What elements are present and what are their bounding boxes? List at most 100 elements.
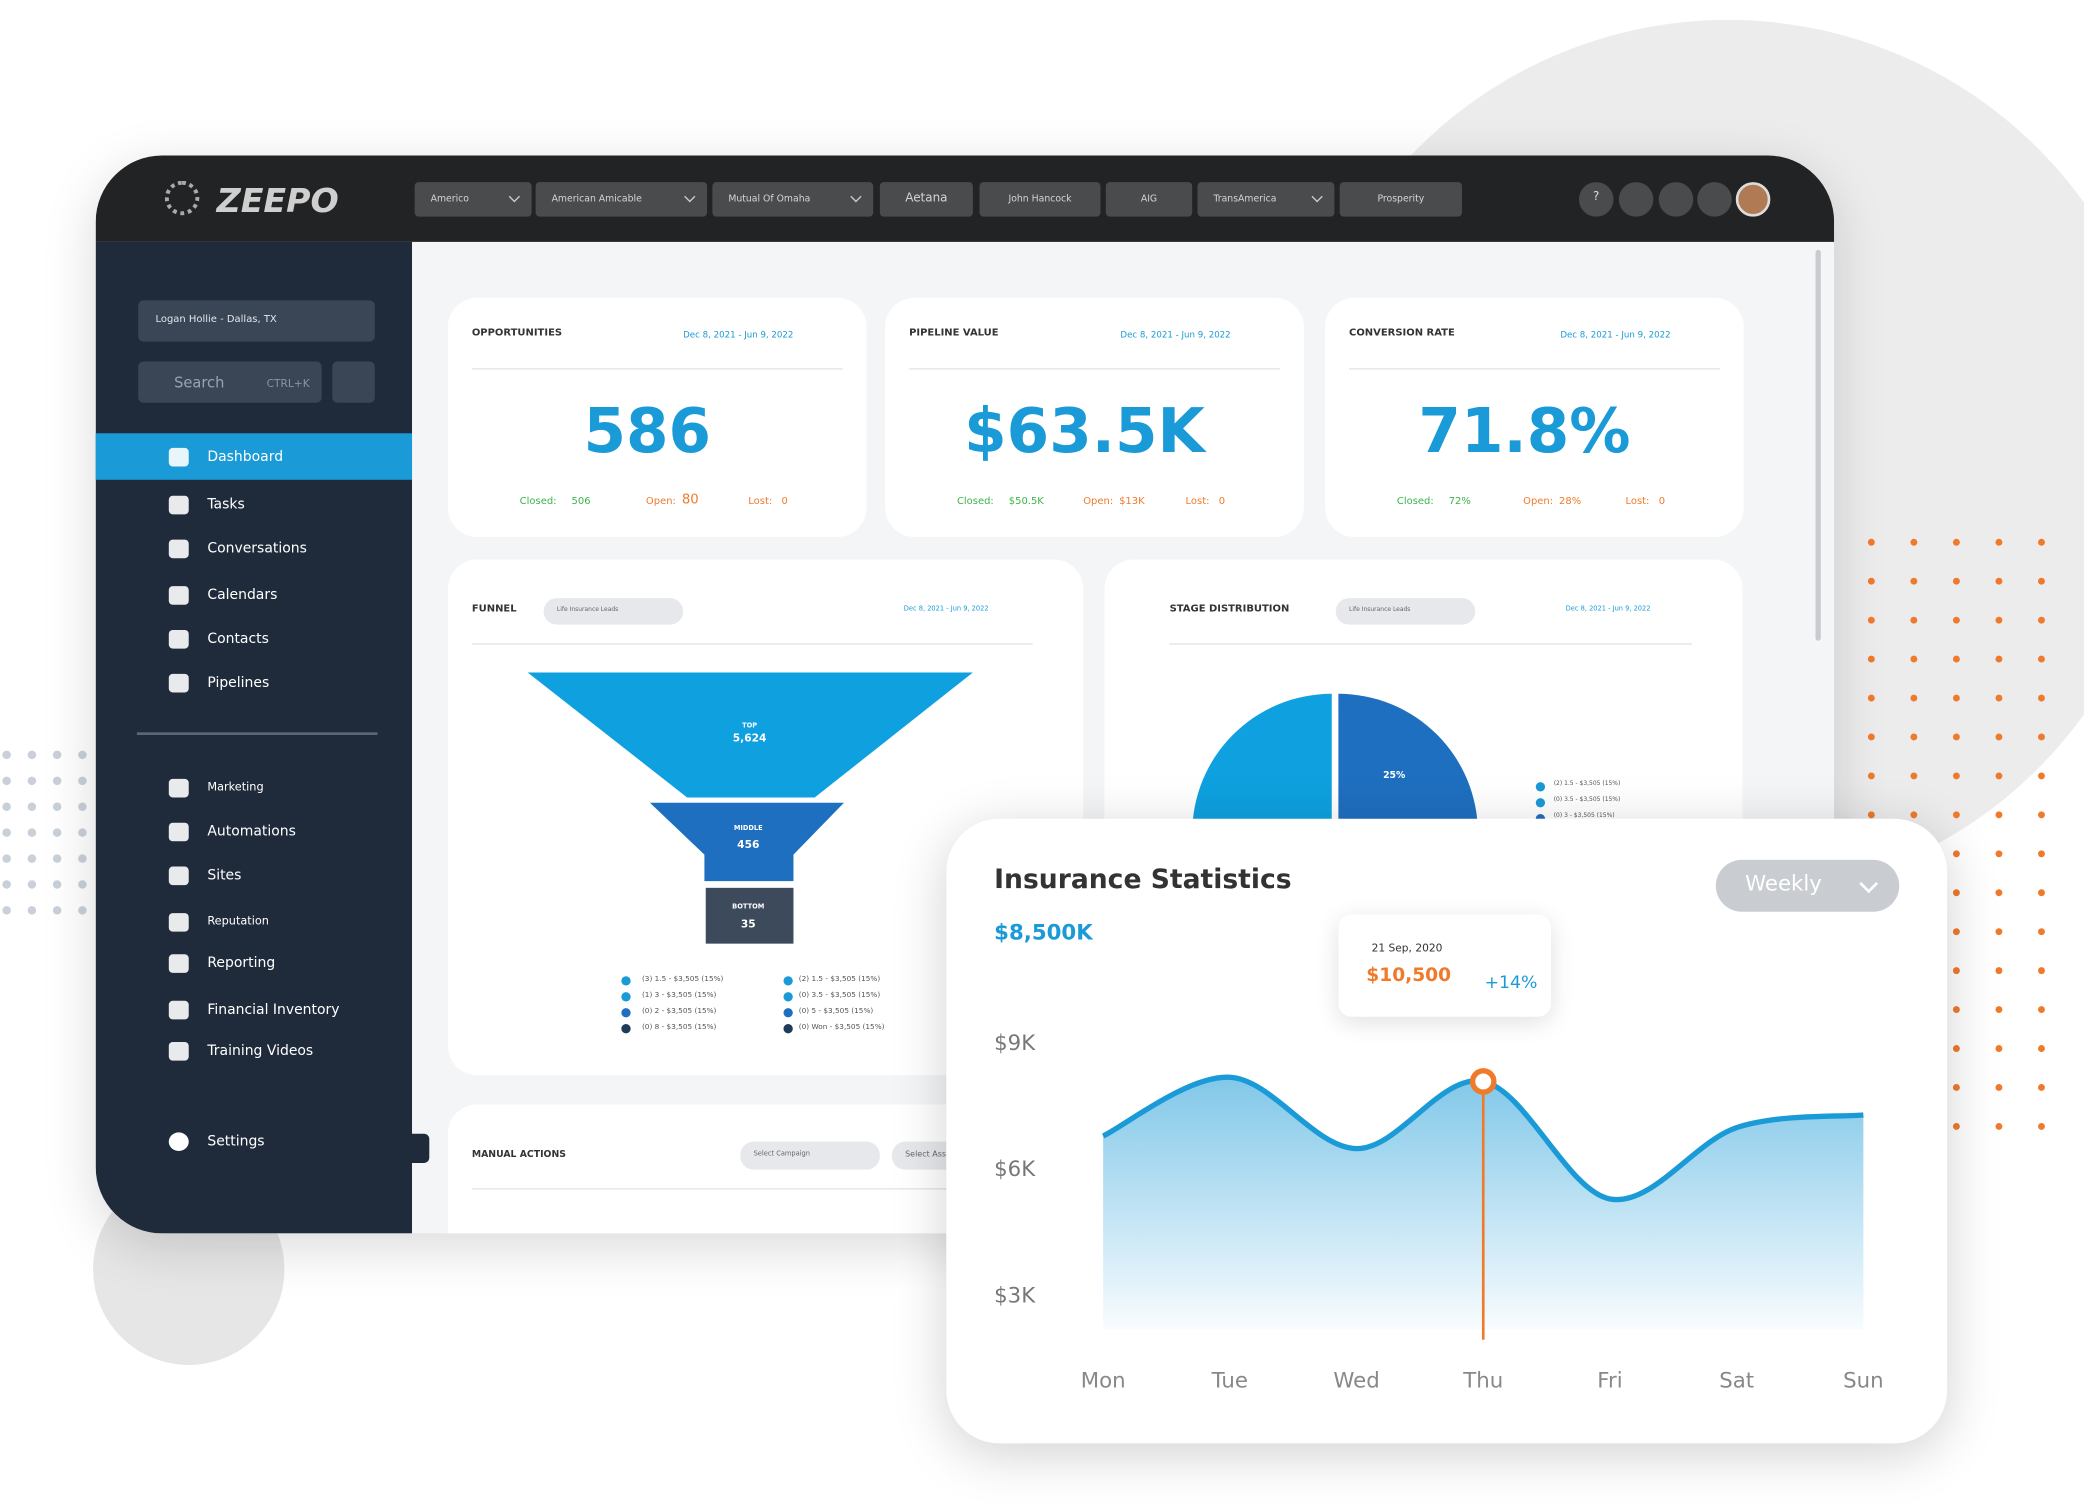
tooltip-value: $10,500 [1366,964,1452,987]
menu-icon [168,1041,189,1061]
legend-dot [621,976,631,986]
tab-label[interactable]: John Hancock [1008,193,1072,205]
menu-item[interactable]: Sites [207,867,242,884]
dot [1995,1006,2003,1014]
dot [2038,538,2045,546]
menu-item[interactable]: Marketing [207,781,264,795]
period-label[interactable]: Weekly [1745,870,1822,896]
avatar[interactable] [1735,182,1771,217]
location[interactable]: Logan Hollie - Dallas, TX [155,312,277,325]
dot [2,880,11,889]
menu-item[interactable]: Reputation [207,915,269,929]
dot [27,776,37,786]
location-select[interactable] [138,300,375,342]
icon-button[interactable] [1658,182,1694,217]
open-value: $13K [1119,494,1145,507]
open-value: 28% [1559,494,1582,507]
tab-label[interactable]: Mutual Of Omaha [728,193,811,205]
tab[interactable] [979,182,1101,217]
menu-item[interactable]: Calendars [207,587,278,604]
dot [1952,538,1960,546]
dot [1952,655,1960,663]
menu-item[interactable]: Contacts [207,630,269,647]
tab[interactable] [879,182,973,217]
tab[interactable] [1197,182,1335,217]
dropdown[interactable] [543,598,684,625]
menu-item[interactable]: Settings [207,1133,265,1150]
lost-label: Lost: [1625,494,1650,507]
search-box[interactable] [138,361,322,403]
menu-icon [168,822,189,842]
tab[interactable] [1339,182,1462,217]
dot [52,802,62,812]
dot [78,802,87,812]
dot [1910,655,1918,663]
closed-label: Closed: [519,494,557,507]
tab-label[interactable]: American Amicable [551,193,642,205]
dropdown-label[interactable]: Life Insurance Leads [1349,607,1411,614]
tab-label[interactable]: AIG [1140,193,1158,205]
tab[interactable] [535,182,708,217]
bolt-button[interactable] [332,361,375,403]
tab-label[interactable]: Aetana [905,192,948,206]
icon-button[interactable] [1697,182,1732,217]
dot [1952,1006,1960,1014]
tab-label[interactable]: Americo [430,193,469,205]
legend-label: (1) 3 - $3,505 (15%) [641,991,717,1000]
dropdown[interactable] [1335,598,1476,625]
lost-value: 0 [1658,494,1666,507]
dot [52,854,62,863]
menu-item[interactable]: Reporting [207,955,276,972]
menu-icon [168,1000,189,1020]
dot [78,854,87,863]
menu-item[interactable]: Conversations [207,540,307,557]
menu-item[interactable]: Financial Inventory [207,1001,340,1018]
dot [52,906,62,915]
menu-icon [168,778,189,798]
card-date: Dec 8, 2021 - Jun 9, 2022 [1560,329,1671,340]
dot [1867,538,1875,546]
dot [1867,577,1875,585]
dot [2038,967,2045,975]
dot [1867,811,1875,819]
dot [27,828,37,837]
menu-item[interactable]: Training Videos [207,1042,314,1059]
menu-item[interactable]: Tasks [207,496,245,513]
panel-title: STAGE DISTRIBUTION [1169,602,1290,615]
dot [2038,694,2045,702]
icon-button[interactable] [1618,182,1654,217]
tab-label[interactable]: TransAmerica [1213,193,1277,205]
menu-icon [168,954,189,973]
menu-item[interactable]: Dashboard [207,448,284,465]
legend-label: (3) 1.5 - $3,505 (15%) [641,975,724,984]
dot [1910,577,1918,585]
collapse-button[interactable] [409,1133,430,1163]
tab-label[interactable]: Prosperity [1377,193,1425,205]
dropdown-label[interactable]: Life Insurance Leads [556,607,619,614]
icon-button[interactable] [1578,182,1614,217]
menu-icon [168,1132,189,1151]
sidebar [95,241,413,1234]
search-placeholder[interactable]: Search [174,374,225,392]
highlight-point [1469,1068,1497,1095]
dot [1867,733,1875,741]
tooltip-date: 21 Sep, 2020 [1371,942,1443,955]
card-date: Dec 8, 2021 - Jun 9, 2022 [1120,329,1231,340]
menu-item[interactable]: Automations [207,823,296,840]
dot [1952,928,1960,936]
tab[interactable] [414,182,532,217]
legend-label: (2) 1.5 - $3,505 (15%) [798,975,881,984]
dropdown-label[interactable]: Select Assig [905,1149,954,1159]
menu-item[interactable]: Pipelines [207,674,270,691]
period-select[interactable] [1715,859,1900,912]
dot [2038,811,2045,819]
dropdown-label[interactable]: Select Campaign [753,1150,810,1159]
tab[interactable] [712,182,874,217]
legend-label: (0) 3.5 - $3,505 (15%) [798,991,881,1000]
help-icon[interactable]: ? [1593,190,1600,205]
pie-slice [1192,693,1332,834]
tab[interactable] [1105,182,1193,217]
dropdown[interactable] [740,1141,880,1170]
dot [2038,772,2045,780]
